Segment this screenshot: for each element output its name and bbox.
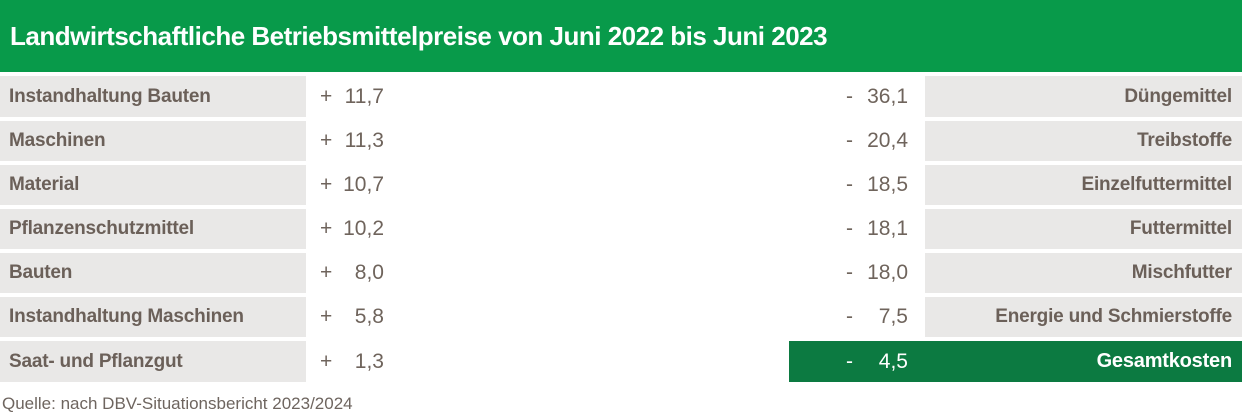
left-value-number: 8,0 xyxy=(354,261,384,284)
plus-sign: + xyxy=(320,349,333,373)
left-category-bar: Material xyxy=(0,165,306,205)
total-bar: - 4,5 Gesamtkosten xyxy=(789,341,1242,382)
left-category-label: Material xyxy=(9,174,80,195)
right-category-label: Mischfutter xyxy=(1131,262,1232,283)
right-category-bar: Futtermittel xyxy=(925,209,1242,249)
data-row: Pflanzenschutzmittel + 10,2 - 18,1 Futte… xyxy=(0,209,1242,249)
right-category-bar: Einzelfuttermittel xyxy=(925,165,1242,205)
minus-sign: - xyxy=(846,305,853,328)
left-value-number: 11,3 xyxy=(344,129,384,152)
left-category-bar: Bauten xyxy=(0,253,306,293)
right-value-number: 7,5 xyxy=(878,305,908,328)
left-value: + 11,3 xyxy=(320,121,384,161)
left-value-number: 5,8 xyxy=(354,305,384,328)
left-category-label: Saat- und Pflanzgut xyxy=(9,350,183,372)
data-row: Material + 10,7 - 18,5 Einzelfuttermitte… xyxy=(0,165,1242,205)
left-category-bar: Pflanzenschutzmittel xyxy=(0,209,306,249)
right-value: - 20,4 xyxy=(846,121,908,161)
data-row-total: Saat- und Pflanzgut + 1,3 - 4,5 Gesamtko… xyxy=(0,341,1242,382)
left-value: + 8,0 xyxy=(320,253,384,293)
source-note: Quelle: nach DBV-Situationsbericht 2023/… xyxy=(2,394,353,413)
right-category-label: Energie und Schmierstoffe xyxy=(995,306,1232,327)
right-category-bar: Treibstoffe xyxy=(925,121,1242,161)
right-value-number: 36,1 xyxy=(867,84,908,108)
right-category-bar: Mischfutter xyxy=(925,253,1242,293)
left-value-number: 1,3 xyxy=(354,349,384,373)
right-value-number: 20,4 xyxy=(867,129,908,152)
right-category-label: Futtermittel xyxy=(1129,218,1232,239)
minus-sign: - xyxy=(846,173,853,196)
right-category-label: Düngemittel xyxy=(1124,85,1232,107)
right-value-number: 18,1 xyxy=(867,217,908,240)
right-value-number: 18,0 xyxy=(867,261,908,284)
left-value-number: 10,7 xyxy=(343,173,384,196)
left-value-number: 11,7 xyxy=(344,84,384,108)
left-category-bar: Instandhaltung Maschinen xyxy=(0,297,306,337)
total-value: - 4,5 xyxy=(846,341,908,382)
left-category-label: Instandhaltung Maschinen xyxy=(9,306,244,327)
right-value: - 36,1 xyxy=(846,76,908,117)
plus-sign: + xyxy=(320,261,333,284)
left-value: + 10,7 xyxy=(320,165,384,205)
left-category-label: Pflanzenschutzmittel xyxy=(9,218,194,239)
left-category-bar: Instandhaltung Bauten xyxy=(0,76,306,117)
minus-sign: - xyxy=(846,349,853,373)
left-value: + 5,8 xyxy=(320,297,384,337)
data-row: Instandhaltung Bauten + 11,7 - 36,1 Düng… xyxy=(0,76,1242,117)
right-category-label: Treibstoffe xyxy=(1137,130,1232,151)
left-value: + 11,7 xyxy=(320,76,384,117)
right-category-bar: Düngemittel xyxy=(925,76,1242,117)
plus-sign: + xyxy=(320,173,333,196)
plus-sign: + xyxy=(320,84,333,108)
plus-sign: + xyxy=(320,217,333,240)
data-row: Instandhaltung Maschinen + 5,8 - 7,5 Ene… xyxy=(0,297,1242,337)
left-value-number: 10,2 xyxy=(343,217,384,240)
right-category-bar: Energie und Schmierstoffe xyxy=(925,297,1242,337)
right-value-number: 18,5 xyxy=(867,173,908,196)
plus-sign: + xyxy=(320,129,333,152)
minus-sign: - xyxy=(846,129,853,152)
minus-sign: - xyxy=(846,217,853,240)
left-category-bar: Maschinen xyxy=(0,121,306,161)
total-value-number: 4,5 xyxy=(878,349,908,373)
total-label: Gesamtkosten xyxy=(1096,350,1233,372)
data-row: Maschinen + 11,3 - 20,4 Treibstoffe xyxy=(0,121,1242,161)
title-bar: Landwirtschaftliche Betriebsmittelpreise… xyxy=(0,0,1242,72)
right-category-label: Einzelfuttermittel xyxy=(1081,174,1232,195)
minus-sign: - xyxy=(846,261,853,284)
left-value: + 10,2 xyxy=(320,209,384,249)
left-category-label: Maschinen xyxy=(9,130,106,151)
left-value: + 1,3 xyxy=(320,341,384,382)
right-value: - 18,1 xyxy=(846,209,908,249)
right-value: - 18,5 xyxy=(846,165,908,205)
right-value: - 18,0 xyxy=(846,253,908,293)
left-category-label: Bauten xyxy=(9,262,73,283)
plus-sign: + xyxy=(320,305,333,328)
chart-title: Landwirtschaftliche Betriebsmittelpreise… xyxy=(10,20,828,51)
left-category-bar: Saat- und Pflanzgut xyxy=(0,341,306,382)
data-row: Bauten + 8,0 - 18,0 Mischfutter xyxy=(0,253,1242,293)
right-value: - 7,5 xyxy=(846,297,908,337)
minus-sign: - xyxy=(846,84,853,108)
left-category-label: Instandhaltung Bauten xyxy=(9,85,211,107)
